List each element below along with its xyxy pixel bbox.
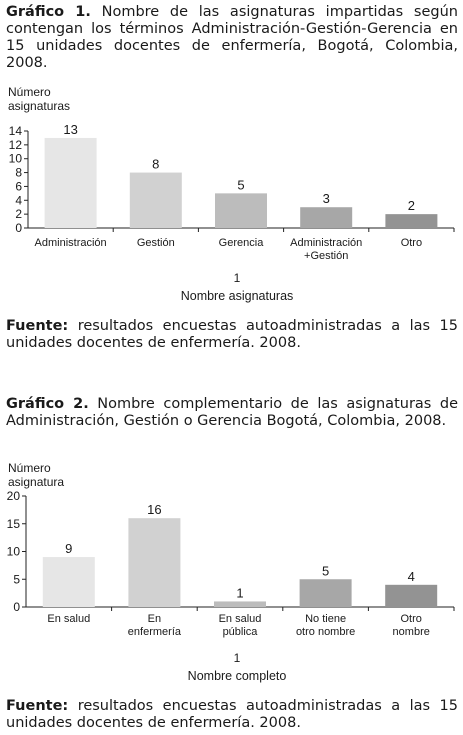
y-tick-label: 12	[9, 138, 23, 152]
y-tick-label: 5	[13, 572, 20, 586]
y-axis-label-line: asignatura	[8, 475, 64, 489]
x-tick-label: enfermería	[128, 626, 182, 638]
x-tick-label: En salud	[47, 613, 90, 625]
y-tick-label: 10	[9, 152, 23, 166]
bar	[42, 557, 95, 607]
x-axis-title: Nombre completo	[188, 669, 287, 683]
x-tick-label: Administración	[35, 237, 107, 249]
y-tick-label: 6	[15, 179, 22, 193]
x-tick-label: +Gestión	[304, 250, 348, 262]
data-label: 8	[152, 157, 159, 172]
y-axis-label-line: Número	[8, 85, 51, 99]
x-tick-label: nombre	[393, 626, 430, 638]
x-tick-label: pública	[223, 626, 259, 638]
bar	[128, 518, 181, 607]
x-tick-label: otro nombre	[296, 626, 355, 638]
x-tick-label: Otro	[400, 613, 421, 625]
chart2-caption: Gráfico 2. Nombre complementario de las …	[6, 396, 458, 430]
y-axis-label-line: Número	[8, 461, 51, 475]
bar	[44, 137, 97, 228]
x-tick-label: En	[148, 613, 161, 625]
bar	[214, 601, 266, 607]
x-tick-label: Gestión	[137, 237, 175, 249]
bar	[385, 214, 438, 228]
x-axis-extra-label: 1	[234, 271, 241, 285]
data-label: 1	[236, 585, 243, 600]
bar	[299, 579, 352, 607]
bar	[129, 172, 182, 228]
bar	[300, 207, 353, 228]
y-tick-label: 8	[15, 166, 22, 180]
chart1-source: Fuente: resultados encuestas autoadminis…	[6, 318, 458, 352]
chart2-source: Fuente: resultados encuestas autoadminis…	[6, 698, 458, 732]
y-tick-label: 14	[9, 124, 23, 138]
data-label: 2	[408, 198, 415, 213]
x-tick-label: Otro	[401, 237, 422, 249]
x-tick-label: Gerencia	[219, 237, 265, 249]
chart2-caption-label: Gráfico 2.	[6, 396, 89, 412]
y-tick-label: 0	[13, 600, 20, 614]
x-tick-label: Administración	[290, 237, 362, 249]
chart1-caption-label: Gráfico 1.	[6, 4, 91, 20]
chart2-caption-text: Nombre complementario de las asignaturas…	[6, 396, 458, 429]
y-tick-label: 15	[7, 517, 21, 531]
y-axis-label-line: asignaturas	[8, 99, 70, 113]
x-axis-title: Nombre asignaturas	[181, 289, 294, 303]
chart1-source-text: resultados encuestas autoadministradas a…	[6, 318, 458, 351]
x-tick-label: En salud	[219, 613, 262, 625]
chart1-caption: Gráfico 1. Nombre de las asignaturas imp…	[6, 4, 458, 72]
y-tick-label: 4	[15, 193, 22, 207]
y-tick-label: 0	[15, 221, 22, 235]
data-label: 5	[237, 177, 244, 192]
data-label: 4	[408, 569, 415, 584]
chart1-source-label: Fuente:	[6, 318, 69, 334]
chart2: Número asignatura 0 5 10 15 20 9 En salud 16 En enf…	[0, 458, 463, 690]
data-label: 5	[322, 563, 329, 578]
data-label: 13	[63, 122, 77, 137]
y-tick-label: 10	[7, 545, 21, 559]
bar	[215, 193, 267, 228]
data-label: 3	[323, 191, 330, 206]
y-tick-label: 2	[15, 207, 22, 221]
chart1-caption-text: Nombre de las asignaturas impartidas seg…	[6, 4, 458, 71]
y-tick-label: 20	[7, 489, 21, 503]
chart2-source-text: resultados encuestas autoadministradas a…	[6, 698, 458, 731]
data-label: 9	[65, 541, 72, 556]
x-tick-label: No tiene	[305, 613, 346, 625]
data-label: 16	[147, 502, 161, 517]
x-axis-extra-label: 1	[234, 651, 241, 665]
chart1: Número asignaturas 0 2 4 6 8 10 12 14 13 Administra…	[0, 84, 463, 310]
bar	[385, 584, 438, 607]
chart2-source-label: Fuente:	[6, 698, 69, 714]
